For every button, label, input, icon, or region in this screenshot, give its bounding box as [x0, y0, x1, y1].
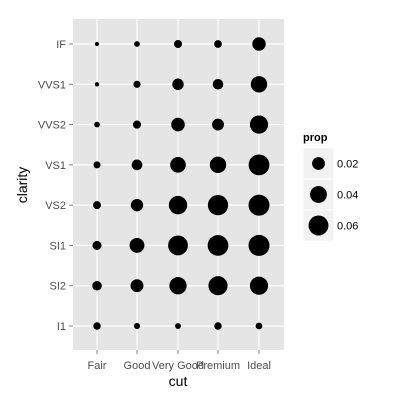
point-premium-i1 — [214, 322, 222, 330]
y-tick-label: VS2 — [45, 200, 66, 212]
point-ideal-si1 — [248, 234, 270, 256]
legend-label: 0.02 — [337, 159, 358, 171]
point-premium-vs2 — [207, 194, 229, 216]
y-tick-label: VS1 — [45, 160, 66, 172]
x-tick-label: Very Good — [152, 360, 204, 372]
point-premium-vvs2 — [212, 118, 224, 131]
point-fair-if — [94, 41, 100, 47]
x-tick-label: Ideal — [247, 360, 271, 372]
y-tick-label: IF — [56, 39, 66, 51]
point-good-si2 — [130, 279, 144, 293]
point-very-good-vvs1 — [172, 78, 184, 91]
legend-key-symbol — [310, 186, 327, 203]
point-ideal-vs2 — [248, 194, 270, 216]
legend-keys: 0.02 0.04 0.06 — [302, 147, 358, 242]
y-tick-label: SI1 — [49, 240, 66, 252]
point-good-i1 — [133, 322, 141, 330]
point-ideal-if — [252, 37, 266, 51]
point-very-good-si2 — [169, 277, 187, 295]
x-gridlines — [96, 19, 260, 350]
point-premium-if — [214, 40, 222, 48]
point-ideal-i1 — [255, 322, 263, 330]
point-good-vvs1 — [133, 80, 141, 88]
data-points — [92, 37, 270, 330]
point-premium-si1 — [207, 235, 229, 256]
legend-key-symbol — [312, 157, 325, 170]
legend-title: prop — [303, 132, 328, 144]
y-tick-label: VVS2 — [38, 120, 66, 132]
point-fair-si1 — [92, 240, 102, 251]
point-premium-si2 — [208, 276, 228, 296]
x-axis-title: cut — [169, 373, 188, 389]
legend: prop 0.02 0.04 0.06 — [302, 132, 358, 242]
point-good-si1 — [129, 238, 145, 253]
point-premium-vvs1 — [212, 79, 224, 90]
point-ideal-vvs2 — [249, 115, 269, 134]
point-ideal-si2 — [249, 276, 269, 295]
x-tick-label: Good — [124, 360, 151, 372]
point-good-if — [134, 41, 140, 47]
point-very-good-si1 — [168, 235, 188, 256]
point-fair-vvs2 — [94, 121, 100, 128]
point-very-good-vvs2 — [171, 117, 185, 132]
point-very-good-if — [174, 40, 182, 48]
point-ideal-vvs1 — [250, 76, 268, 93]
x-tick-label: Premium — [196, 360, 240, 372]
point-fair-vs1 — [93, 161, 101, 169]
point-fair-vs2 — [93, 201, 101, 210]
point-very-good-i1 — [175, 323, 181, 329]
point-very-good-vs2 — [168, 195, 188, 215]
point-fair-i1 — [93, 322, 101, 330]
y-tick-label: SI2 — [49, 281, 66, 293]
point-ideal-vs1 — [248, 154, 270, 176]
point-good-vs2 — [130, 198, 144, 212]
y-axis-ticks: I1 SI2 SI1 VS2 VS1 VVS2 VVS1 IF — [38, 39, 73, 333]
y-tick-label: I1 — [57, 321, 66, 333]
legend-label: 0.04 — [337, 190, 358, 202]
point-good-vs1 — [131, 159, 143, 171]
point-fair-vvs1 — [94, 82, 100, 87]
x-tick-label: Fair — [88, 360, 107, 372]
point-premium-vs1 — [209, 156, 227, 174]
point-very-good-vs1 — [170, 157, 186, 173]
y-tick-label: VVS1 — [38, 79, 66, 91]
legend-key-symbol — [308, 215, 329, 236]
point-fair-si2 — [92, 280, 102, 291]
point-good-vvs2 — [132, 120, 142, 129]
legend-label: 0.06 — [337, 221, 358, 233]
y-axis-title: clarity — [14, 167, 30, 204]
